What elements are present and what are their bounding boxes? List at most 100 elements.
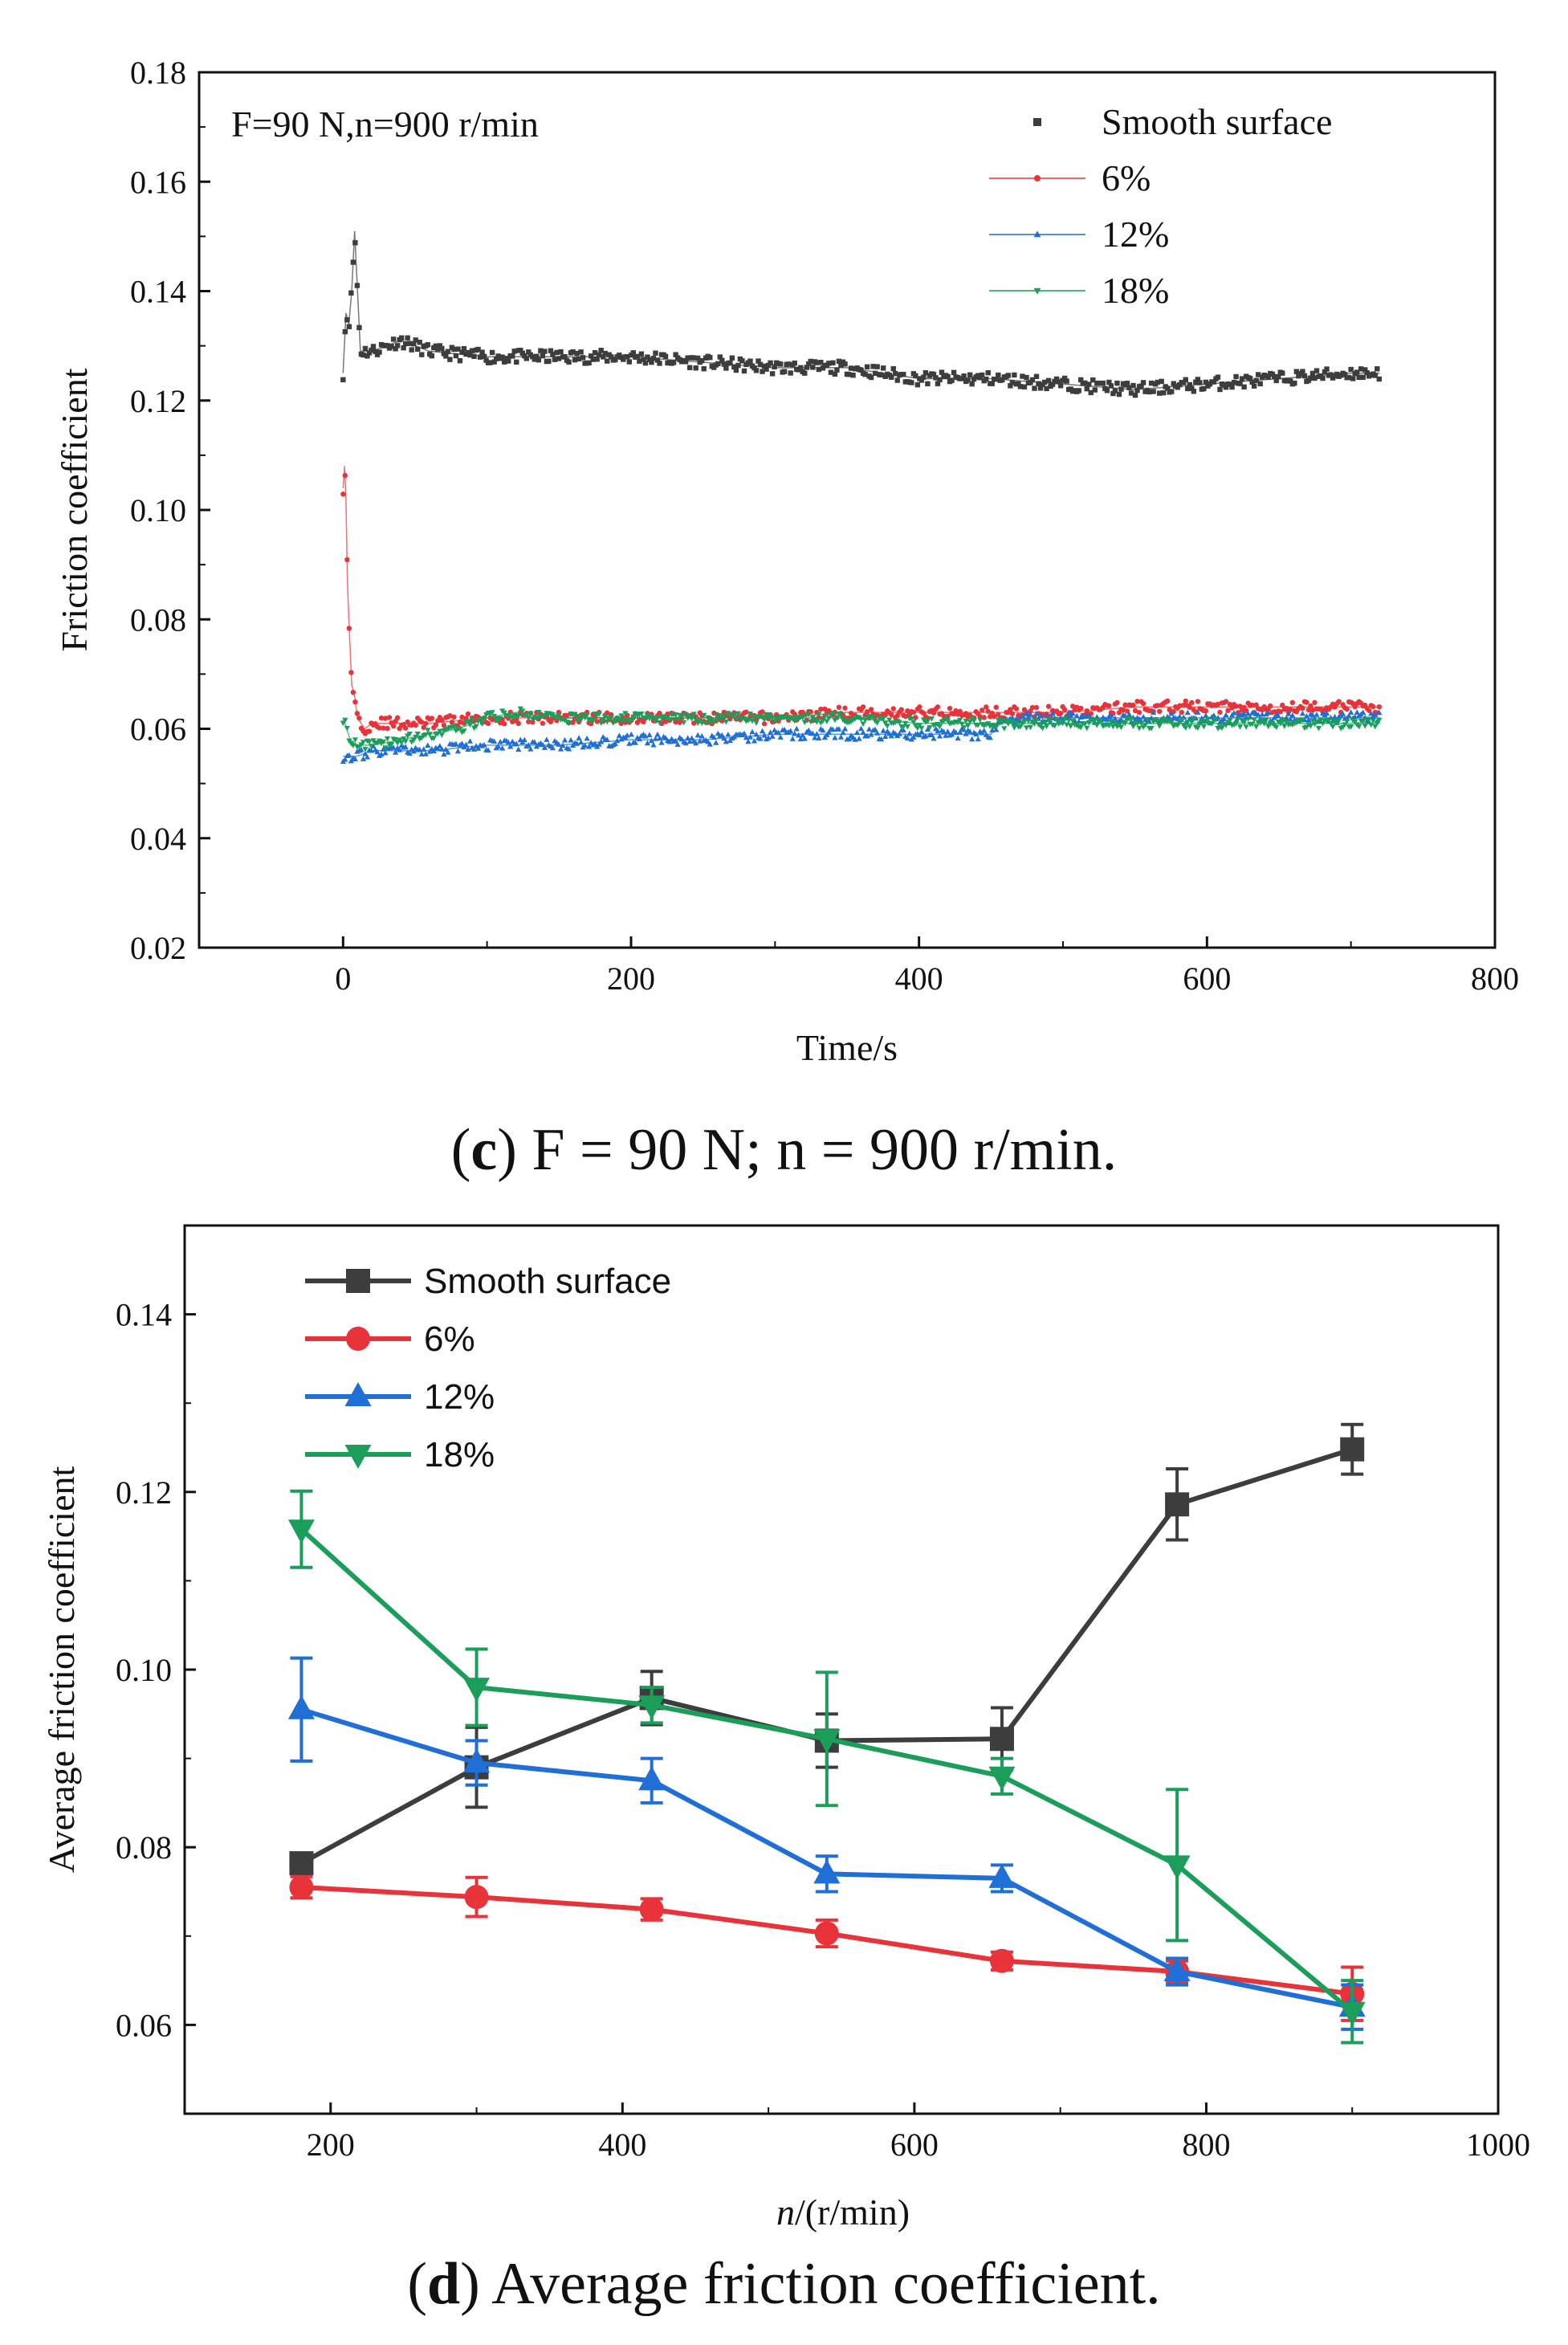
data-point xyxy=(1183,698,1188,704)
data-point xyxy=(1081,721,1088,727)
data-point xyxy=(1037,385,1044,391)
data-point xyxy=(405,335,410,341)
data-point xyxy=(485,720,491,727)
data-point xyxy=(461,728,467,734)
data-point xyxy=(1005,373,1012,378)
data-point xyxy=(406,732,413,737)
data-point xyxy=(1086,381,1092,387)
data-point xyxy=(626,740,633,746)
data-point xyxy=(499,745,506,751)
data-point xyxy=(1375,366,1380,372)
data-point xyxy=(800,715,806,721)
data-point xyxy=(422,732,429,738)
data-point xyxy=(356,715,362,721)
data-point xyxy=(394,715,401,720)
data-point xyxy=(1187,724,1193,730)
data-point xyxy=(368,747,375,753)
data-point xyxy=(900,727,906,733)
data-point xyxy=(586,743,593,749)
data-point xyxy=(1281,724,1288,729)
data-point xyxy=(936,732,943,739)
data-point xyxy=(419,352,425,357)
data-point xyxy=(1249,702,1255,708)
data-point xyxy=(1245,716,1252,722)
data-point xyxy=(874,730,881,736)
data-point xyxy=(925,381,931,387)
data-point xyxy=(656,735,663,741)
data-point xyxy=(527,746,534,752)
data-point xyxy=(1168,720,1175,726)
data-point xyxy=(1288,378,1293,384)
data-point xyxy=(554,349,560,356)
data-point xyxy=(870,715,877,720)
data-point xyxy=(1183,725,1189,731)
data-point xyxy=(1348,366,1354,373)
data-point xyxy=(834,367,840,373)
data-point xyxy=(1289,699,1296,706)
data-point xyxy=(477,354,483,360)
data-point xyxy=(682,359,689,365)
data-point xyxy=(1215,374,1221,380)
data-point xyxy=(1195,377,1201,382)
data-point xyxy=(577,717,584,724)
data-point xyxy=(856,736,862,741)
data-point xyxy=(1138,720,1145,727)
data-point xyxy=(1255,372,1261,377)
data-point xyxy=(415,346,421,352)
data-point xyxy=(1280,370,1285,376)
data-point xyxy=(594,719,600,724)
data-point xyxy=(1104,388,1110,394)
data-point xyxy=(1000,377,1005,383)
data-point xyxy=(965,723,971,729)
data-point xyxy=(469,717,475,724)
data-point xyxy=(1211,712,1217,718)
data-point xyxy=(989,1727,1014,1752)
data-point xyxy=(1183,377,1188,382)
data-point xyxy=(813,1729,841,1754)
data-point xyxy=(1130,724,1137,730)
data-point xyxy=(342,756,348,762)
data-point xyxy=(861,717,869,724)
data-point xyxy=(1060,720,1066,727)
data-point xyxy=(1028,380,1033,385)
data-point xyxy=(993,726,1000,732)
data-point xyxy=(1200,724,1207,730)
data-point xyxy=(864,708,870,715)
data-point xyxy=(511,349,517,354)
data-point xyxy=(1229,384,1235,390)
data-point xyxy=(1033,718,1040,724)
data-point xyxy=(681,720,687,726)
data-point xyxy=(540,741,546,748)
data-point xyxy=(944,728,951,734)
data-point xyxy=(1122,702,1128,708)
data-point xyxy=(971,718,977,724)
plot-area xyxy=(340,230,1383,764)
data-point xyxy=(878,372,884,378)
data-point xyxy=(344,725,350,732)
data-point xyxy=(445,349,451,354)
data-point xyxy=(443,353,449,359)
data-point xyxy=(690,355,697,361)
data-point xyxy=(541,744,548,750)
data-point xyxy=(993,376,999,382)
data-point xyxy=(927,725,933,731)
data-point xyxy=(378,715,385,721)
data-point xyxy=(1201,385,1207,392)
y-tick-label: 0.16 xyxy=(130,164,186,200)
data-point xyxy=(393,749,399,755)
data-point xyxy=(858,367,864,373)
data-point xyxy=(822,706,828,712)
data-point xyxy=(608,715,614,721)
data-point xyxy=(1122,720,1129,727)
data-point xyxy=(561,736,568,743)
data-point xyxy=(837,734,845,740)
data-point xyxy=(725,731,731,737)
data-point xyxy=(560,742,566,748)
data-point xyxy=(1021,707,1028,712)
data-point xyxy=(896,720,902,726)
data-point xyxy=(1304,699,1309,705)
caption-d-letter: d xyxy=(426,2251,461,2317)
data-point xyxy=(1073,712,1080,719)
data-point xyxy=(588,353,594,359)
data-point xyxy=(572,712,578,718)
